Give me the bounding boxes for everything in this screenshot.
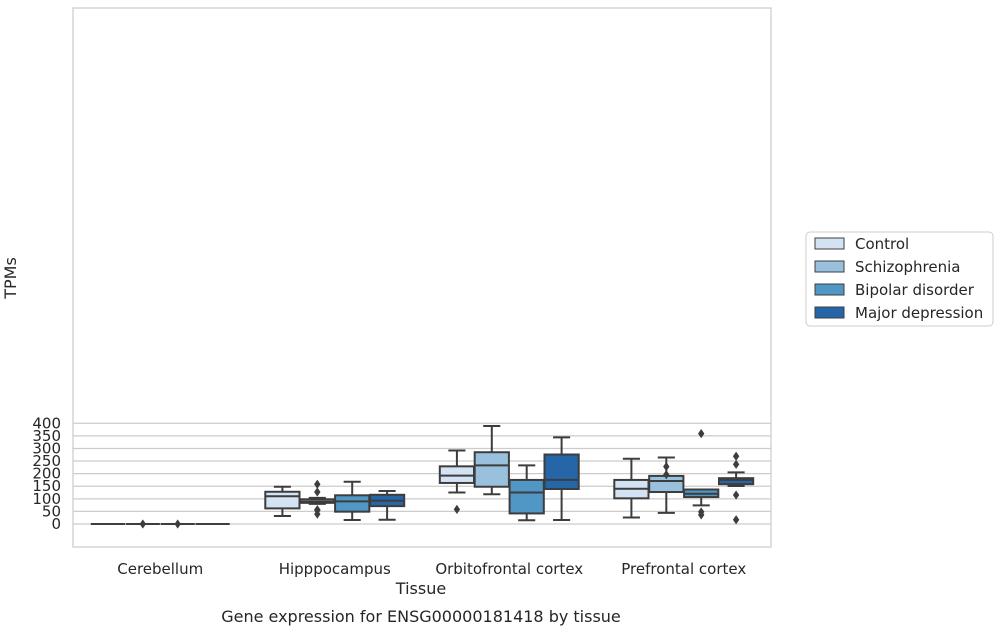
outlier-point bbox=[453, 504, 461, 514]
box bbox=[648, 456, 685, 514]
box bbox=[508, 464, 545, 522]
box-body bbox=[438, 465, 476, 484]
legend-swatch bbox=[814, 306, 845, 319]
series-major-depression bbox=[195, 436, 755, 525]
legend-label: Schizophrenia bbox=[855, 258, 960, 276]
outlier-point bbox=[698, 510, 705, 520]
x-tick-label: Orbitofrontal cortex bbox=[435, 560, 583, 578]
chart-caption: Gene expression for ENSG00000181418 by t… bbox=[221, 607, 621, 626]
y-tick-label: 0 bbox=[51, 515, 61, 533]
box bbox=[683, 429, 720, 520]
box-series bbox=[90, 425, 755, 529]
outlier-point bbox=[732, 459, 740, 469]
series-schizophrenia bbox=[125, 425, 685, 529]
y-tick-label: 50 bbox=[42, 502, 61, 520]
legend-swatch bbox=[814, 260, 845, 273]
x-axis-title: Tissue bbox=[395, 579, 446, 598]
plot-area bbox=[73, 8, 771, 547]
legend-label: Control bbox=[855, 235, 909, 253]
box-body bbox=[508, 478, 545, 515]
y-tick-label: 150 bbox=[32, 477, 61, 495]
box bbox=[473, 425, 510, 496]
x-tick-labels: Cerebellum Hipppocampus Orbitofrontal cort… bbox=[117, 560, 746, 578]
x-tick-label: Cerebellum bbox=[117, 560, 203, 578]
outlier-point bbox=[663, 470, 670, 480]
outlier-point bbox=[732, 451, 740, 461]
y-tick-label: 300 bbox=[32, 439, 61, 457]
box bbox=[613, 457, 650, 519]
box bbox=[299, 479, 336, 519]
y-tick-label: 250 bbox=[32, 452, 61, 470]
box bbox=[543, 436, 580, 521]
legend-label: Bipolar disorder bbox=[855, 281, 975, 299]
legend-item: Major depression bbox=[814, 304, 983, 322]
box bbox=[125, 519, 160, 529]
outlier-point bbox=[732, 515, 740, 525]
y-tick-label: 350 bbox=[32, 427, 61, 445]
outlier-point bbox=[314, 479, 321, 489]
box bbox=[368, 490, 406, 521]
legend-item: Bipolar disorder bbox=[814, 281, 975, 299]
box-body bbox=[334, 494, 371, 513]
box-body bbox=[717, 477, 755, 486]
outlier-point bbox=[314, 509, 321, 519]
box-body bbox=[543, 453, 580, 490]
legend-swatch bbox=[814, 283, 845, 296]
box bbox=[160, 519, 195, 529]
legend-item: Schizophrenia bbox=[814, 258, 960, 276]
outlier-point bbox=[174, 519, 181, 529]
box bbox=[264, 485, 301, 517]
legend: Control Schizophrenia Bipolar disorder Majo… bbox=[805, 231, 994, 327]
y-tick-label: 200 bbox=[32, 465, 61, 483]
outlier-point bbox=[139, 519, 146, 529]
series-control bbox=[90, 449, 650, 525]
legend-frame bbox=[805, 231, 994, 327]
box-body bbox=[264, 490, 301, 510]
y-tick-label: 100 bbox=[32, 490, 61, 508]
legend-swatch bbox=[814, 237, 845, 250]
legend-label: Major depression bbox=[855, 304, 983, 322]
y-tick-label: 400 bbox=[32, 414, 61, 432]
series-bipolar-disorder bbox=[160, 429, 720, 529]
box-body bbox=[473, 451, 510, 488]
box bbox=[717, 451, 755, 525]
outlier-point bbox=[663, 461, 670, 472]
x-tick-label: Hipppocampus bbox=[279, 560, 391, 578]
legend-item: Control bbox=[814, 235, 909, 253]
y-axis-title: TPMs bbox=[1, 257, 20, 300]
outlier-point bbox=[698, 429, 705, 439]
outlier-point bbox=[732, 490, 740, 500]
plot-frame bbox=[72, 7, 772, 548]
x-tick-label: Prefrontal cortex bbox=[621, 560, 746, 578]
outlier-point bbox=[314, 487, 321, 497]
